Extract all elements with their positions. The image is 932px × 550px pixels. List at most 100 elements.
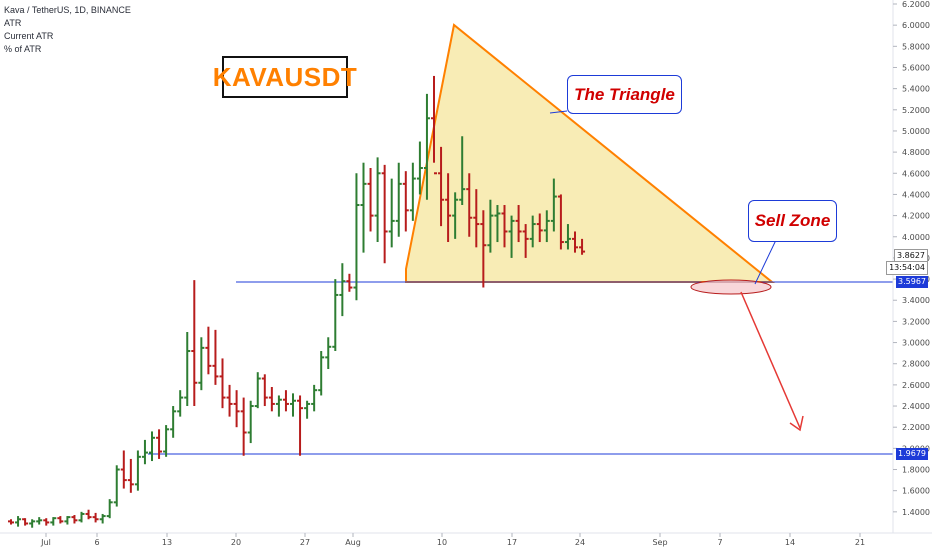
ohlc-bar [78, 511, 85, 523]
ohlc-bar [134, 450, 141, 491]
ohlc-bar [57, 516, 64, 524]
ohlc-bar [395, 162, 402, 237]
ohlc-bar [304, 400, 311, 419]
ohlc-bar [290, 393, 296, 417]
price-tick-label: 3.2000 [902, 317, 930, 326]
price-tick-label: 1.4000 [902, 508, 930, 517]
time-tick-label: 20 [231, 538, 241, 547]
ohlc-bar [50, 517, 57, 526]
ohlc-bar [515, 205, 522, 243]
ohlc-bar [99, 513, 106, 524]
ohlc-bars [8, 75, 586, 528]
ohlc-bar [487, 199, 494, 253]
ohlc-bar [550, 178, 557, 232]
ohlc-bar [261, 374, 268, 407]
ohlc-bar [557, 194, 564, 250]
ohlc-bar [332, 279, 339, 352]
price-tick-label: 2.2000 [902, 423, 930, 432]
sell-arrow-head [789, 415, 804, 432]
ohlc-bar [522, 224, 529, 258]
ohlc-bar [346, 273, 353, 292]
symbol-title[interactable]: Kava / TetherUS, 1D, BINANCE [4, 5, 131, 15]
time-tick-label: 21 [855, 538, 865, 547]
ohlc-bar [275, 395, 282, 417]
countdown-tag: 13:54:04 [886, 261, 928, 275]
ohlc-bar [8, 519, 14, 525]
ohlc-bar [438, 146, 445, 227]
symbol-logo-text: KAVAUSDT [212, 61, 358, 92]
ohlc-bar [374, 157, 381, 243]
ohlc-bar [226, 384, 233, 417]
price-tick-label: 3.4000 [902, 296, 930, 305]
ohlc-bar [163, 425, 170, 457]
ohlc-bar [494, 205, 501, 243]
ohlc-bar [282, 390, 289, 412]
ohlc-bar [543, 210, 550, 243]
support-price-tag: 1.9679 [896, 448, 928, 460]
ohlc-bar [268, 386, 275, 412]
time-tick-label: Sep [652, 538, 667, 547]
triangle-callout[interactable]: The Triangle [567, 75, 682, 114]
price-tick-label: 6.2000 [902, 0, 930, 9]
price-tick-label: 2.8000 [902, 360, 930, 369]
ohlc-bar [381, 164, 388, 264]
ohlc-bar [508, 215, 515, 258]
triangle-callout-pointer [549, 110, 568, 114]
ohlc-bar [205, 326, 212, 375]
ohlc-bar [536, 213, 543, 243]
indicator-current-atr[interactable]: Current ATR [4, 31, 54, 41]
ohlc-bar [71, 515, 78, 524]
ohlc-bar [247, 400, 254, 444]
ohlc-bar [311, 384, 318, 412]
ohlc-bar [501, 205, 508, 248]
ohlc-bar [318, 351, 325, 396]
ohlc-bar [219, 358, 226, 409]
price-tick-label: 5.0000 [902, 127, 930, 136]
ohlc-bar [339, 263, 346, 317]
ohlc-bar [423, 93, 430, 200]
resistance-price-tag: 3.5967 [896, 276, 928, 288]
time-tick-label: 10 [437, 538, 447, 547]
time-tick-label: 14 [785, 538, 795, 547]
indicator-atr[interactable]: ATR [4, 18, 22, 28]
ohlc-bar [459, 136, 466, 206]
time-tick-label: 24 [575, 538, 585, 547]
time-tick-label: 13 [162, 538, 172, 547]
ohlc-bar [466, 173, 473, 237]
ohlc-bar [233, 390, 240, 428]
ohlc-bar [240, 397, 247, 456]
price-tick-label: 6.0000 [902, 21, 930, 30]
time-tick-label: 6 [94, 538, 99, 547]
ohlc-bar [120, 450, 127, 489]
triangle-callout-text: The Triangle [574, 84, 675, 104]
ohlc-bar [325, 337, 332, 370]
ohlc-bar [113, 465, 120, 507]
ohlc-bar [480, 210, 487, 288]
ohlc-bar [184, 331, 191, 407]
price-tick-label: 4.2000 [902, 212, 930, 221]
ohlc-bar [579, 238, 586, 255]
price-tick-label: 2.4000 [902, 402, 930, 411]
ohlc-bar [297, 395, 304, 456]
indicator-pct-atr[interactable]: % of ATR [4, 44, 42, 54]
time-tick-label: 17 [507, 538, 517, 547]
time-tick-label: 27 [300, 538, 310, 547]
price-tick-label: 1.6000 [902, 487, 930, 496]
ohlc-bar [106, 499, 113, 519]
symbol-logo-box: KAVAUSDT [213, 56, 357, 98]
time-tick-label: 7 [717, 538, 722, 547]
ohlc-bar [85, 509, 92, 520]
ohlc-bar [92, 512, 99, 523]
ohlc-bar [367, 167, 374, 232]
price-tick-label: 4.4000 [902, 190, 930, 199]
price-tick-label: 4.0000 [902, 233, 930, 242]
ohlc-bar [64, 516, 71, 525]
time-tick-label: Aug [345, 538, 361, 547]
price-tick-label: 5.8000 [902, 42, 930, 51]
ohlc-bar [409, 162, 416, 221]
ohlc-bar [416, 141, 423, 195]
time-axis: Jul 6 13 20 27 Aug 10 17 24 Sep 7 14 21 [40, 533, 865, 547]
sell-zone-callout[interactable]: Sell Zone [748, 200, 837, 242]
sell-arrow-shaft [740, 291, 801, 429]
